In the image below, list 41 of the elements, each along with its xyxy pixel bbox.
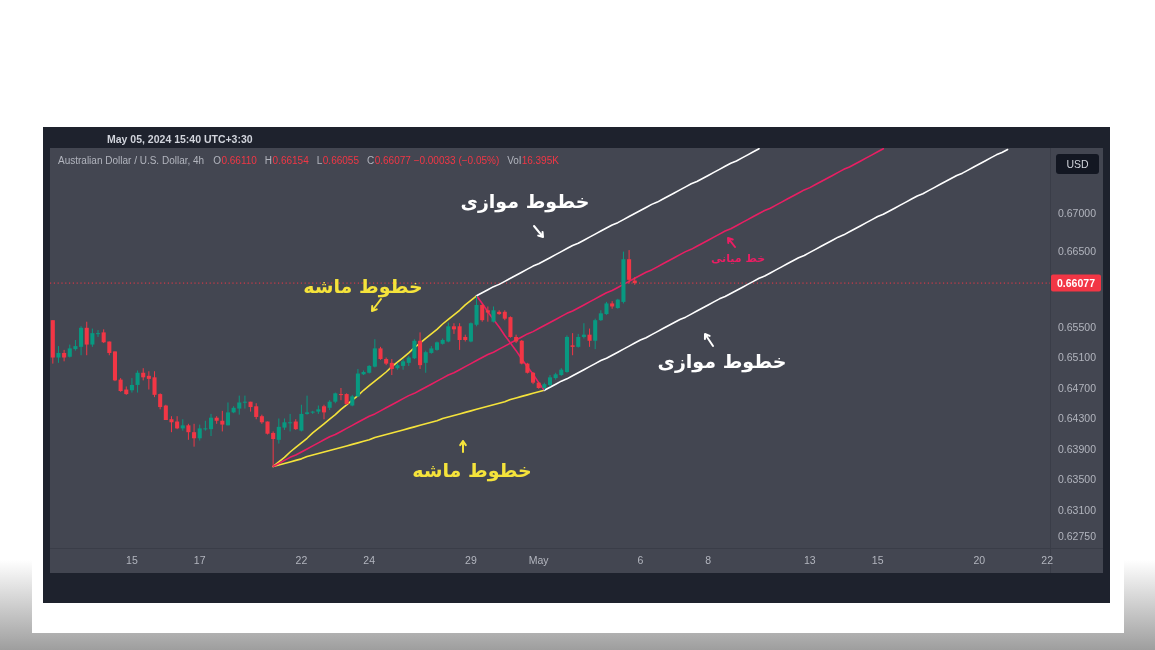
- annotation: C: [366, 155, 375, 166]
- x-tick-label: 22: [1041, 554, 1054, 566]
- annotation: 16.395K: [521, 155, 560, 166]
- annotation: 0.66077 −0.00033 (−0.05%): [374, 155, 500, 166]
- text: Australian Dollar / U.S. Dollar, 4h: [58, 155, 205, 166]
- annotation: 0.66055: [322, 155, 360, 166]
- y-tick-label: 0.65100: [1058, 351, 1097, 364]
- y-axis-title: USD: [1066, 158, 1089, 170]
- text: May 05, 2024 15:40 UTC+3:30: [107, 133, 253, 145]
- annotation: خطوط موازی: [460, 189, 590, 213]
- y-tick-label: 0.67000: [1058, 206, 1097, 219]
- y-tick-label: 0.63900: [1058, 442, 1097, 455]
- y-tick-label: 0.65500: [1058, 320, 1097, 333]
- y-tick-label: 0.66500: [1058, 244, 1097, 257]
- y-tick-label: 0.63500: [1058, 473, 1097, 486]
- x-tick-label: 29: [465, 554, 477, 566]
- annotation: 0.66154: [272, 155, 310, 166]
- y-tick-label: 0.64700: [1058, 381, 1097, 394]
- annotation: خطوط ماشه: [303, 274, 423, 298]
- annotation: خطوط ماشه: [412, 458, 532, 482]
- annotation: H: [264, 155, 273, 166]
- x-tick-label: 17: [193, 554, 206, 566]
- ref-line-label: 0.66077: [1057, 277, 1096, 290]
- annotation: L: [316, 155, 323, 166]
- y-tick-label: 0.63100: [1058, 503, 1097, 516]
- x-tick-label: 15: [126, 554, 138, 566]
- x-tick-label: 15: [871, 554, 884, 566]
- y-tick-label: 0.64300: [1058, 412, 1097, 425]
- x-tick-label: 24: [363, 554, 376, 566]
- x-tick-label: 6: [637, 554, 644, 566]
- x-tick-label: 22: [295, 554, 308, 566]
- annotation: 0.66110: [221, 155, 258, 166]
- x-tick-label: 8: [705, 554, 712, 566]
- x-tick-label: 20: [973, 554, 986, 566]
- x-tick-label: May: [528, 554, 550, 566]
- x-tick-label: 13: [804, 554, 816, 566]
- annotation: خط میانی: [710, 251, 766, 265]
- annotation: O: [213, 155, 222, 166]
- annotation: خطوط موازی: [657, 349, 787, 373]
- annotation: Vol: [507, 155, 522, 166]
- y-tick-label: 0.62750: [1058, 530, 1097, 543]
